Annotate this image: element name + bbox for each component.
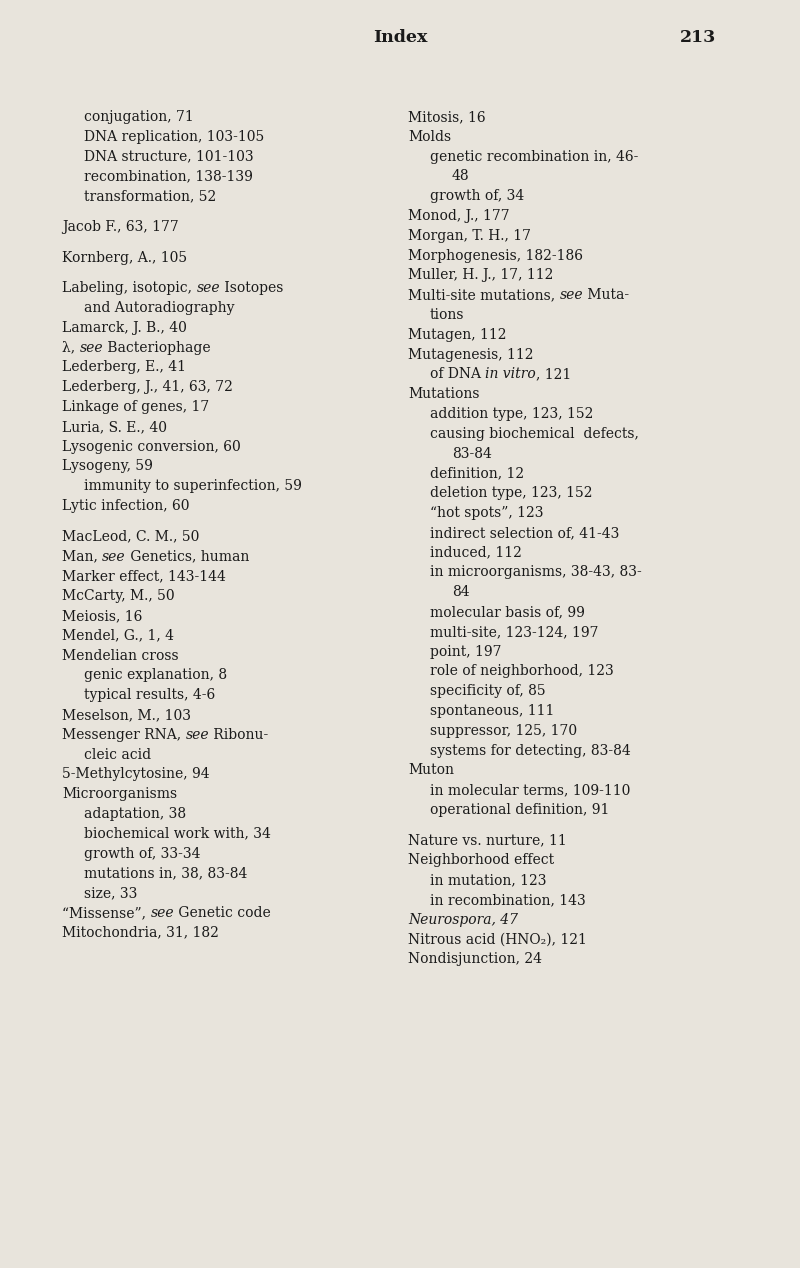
Text: Mutagen, 112: Mutagen, 112	[408, 328, 506, 342]
Text: ​and Autoradiography: ​and Autoradiography	[84, 301, 234, 314]
Text: Neighborhood effect: Neighborhood effect	[408, 853, 554, 867]
Text: see: see	[186, 728, 209, 742]
Text: operational definition, 91: operational definition, 91	[430, 803, 610, 817]
Text: Messenger RNA,: Messenger RNA,	[62, 728, 186, 742]
Text: induced, 112: induced, 112	[430, 545, 522, 559]
Text: role of neighborhood, 123: role of neighborhood, 123	[430, 664, 614, 678]
Text: suppressor, 125, 170: suppressor, 125, 170	[430, 724, 577, 738]
Text: see: see	[150, 905, 174, 921]
Text: adaptation, 38: adaptation, 38	[84, 806, 186, 820]
Text: in vitro: in vitro	[486, 368, 536, 382]
Text: “hot spots”, 123: “hot spots”, 123	[430, 506, 543, 520]
Text: cleic acid: cleic acid	[84, 748, 151, 762]
Text: of DNA: of DNA	[430, 368, 486, 382]
Text: 5-Methylcytosine, 94: 5-Methylcytosine, 94	[62, 767, 210, 781]
Text: Monod, J., 177: Monod, J., 177	[408, 209, 510, 223]
Text: in molecular terms, 109-110: in molecular terms, 109-110	[430, 784, 630, 798]
Text: mutations in, 38, 83-84: mutations in, 38, 83-84	[84, 866, 247, 880]
Text: Jacob F., 63, 177: Jacob F., 63, 177	[62, 219, 178, 233]
Text: systems for detecting, 83-84: systems for detecting, 83-84	[430, 743, 630, 757]
Text: Luria, S. E., 40: Luria, S. E., 40	[62, 420, 167, 434]
Text: in recombination, 143: in recombination, 143	[430, 893, 586, 907]
Text: Muta-: Muta-	[583, 288, 630, 302]
Text: Morphogenesis, 182-186: Morphogenesis, 182-186	[408, 249, 583, 262]
Text: Marker effect, 143-144: Marker effect, 143-144	[62, 569, 226, 583]
Text: typical results, 4-6: typical results, 4-6	[84, 689, 215, 702]
Text: genic explanation, 8: genic explanation, 8	[84, 668, 227, 682]
Text: Muller, H. J., 17, 112: Muller, H. J., 17, 112	[408, 269, 554, 283]
Text: 83-84: 83-84	[452, 446, 492, 460]
Text: MacLeod, C. M., 50: MacLeod, C. M., 50	[62, 530, 199, 544]
Text: immunity to superinfection, 59: immunity to superinfection, 59	[84, 479, 302, 493]
Text: indirect selection of, 41-43: indirect selection of, 41-43	[430, 526, 619, 540]
Text: Muton: Muton	[408, 763, 454, 777]
Text: 84: 84	[452, 586, 470, 600]
Text: biochemical work with, 34: biochemical work with, 34	[84, 827, 271, 841]
Text: Meselson, M., 103: Meselson, M., 103	[62, 708, 191, 721]
Text: 213: 213	[680, 29, 716, 46]
Text: Mendelian cross: Mendelian cross	[62, 648, 178, 663]
Text: Neurospora, 47: Neurospora, 47	[408, 913, 518, 927]
Text: Mitochondria, 31, 182: Mitochondria, 31, 182	[62, 926, 219, 940]
Text: Linkage of genes, 17: Linkage of genes, 17	[62, 401, 210, 415]
Text: Lysogeny, 59: Lysogeny, 59	[62, 459, 153, 473]
Text: Man,: Man,	[62, 549, 102, 563]
Text: tions: tions	[430, 308, 465, 322]
Text: Genetic code: Genetic code	[174, 905, 270, 921]
Text: Bacteriophage: Bacteriophage	[103, 341, 210, 355]
Text: Multi-site mutations,: Multi-site mutations,	[408, 288, 559, 302]
Text: Isotopes: Isotopes	[220, 281, 283, 295]
Text: recombination, 138-139: recombination, 138-139	[84, 170, 253, 184]
Text: 48: 48	[452, 170, 470, 184]
Text: Mendel, G., 1, 4: Mendel, G., 1, 4	[62, 629, 174, 643]
Text: DNA replication, 103-105: DNA replication, 103-105	[84, 129, 264, 143]
Text: multi-site, 123-124, 197: multi-site, 123-124, 197	[430, 625, 598, 639]
Text: addition type, 123, 152: addition type, 123, 152	[430, 407, 594, 421]
Text: Nature vs. nurture, 11: Nature vs. nurture, 11	[408, 833, 566, 848]
Text: “Missense”,: “Missense”,	[62, 905, 150, 921]
Text: Lamarck, J. B., 40: Lamarck, J. B., 40	[62, 321, 187, 335]
Text: in microorganisms, 38-43, 83-: in microorganisms, 38-43, 83-	[430, 566, 642, 579]
Text: molecular basis of, 99: molecular basis of, 99	[430, 605, 585, 619]
Text: Microorganisms: Microorganisms	[62, 787, 177, 801]
Text: McCarty, M., 50: McCarty, M., 50	[62, 590, 174, 604]
Text: size, 33: size, 33	[84, 886, 138, 900]
Text: Molds: Molds	[408, 129, 451, 143]
Text: see: see	[196, 281, 220, 295]
Text: Lederberg, J., 41, 63, 72: Lederberg, J., 41, 63, 72	[62, 380, 233, 394]
Text: definition, 12: definition, 12	[430, 467, 524, 481]
Text: Mutations: Mutations	[408, 387, 479, 401]
Text: Lederberg, E., 41: Lederberg, E., 41	[62, 360, 186, 374]
Text: Ribonu-: Ribonu-	[209, 728, 268, 742]
Text: λ,: λ,	[62, 341, 79, 355]
Text: growth of, 34: growth of, 34	[430, 189, 524, 203]
Text: Index: Index	[373, 29, 427, 46]
Text: point, 197: point, 197	[430, 644, 502, 658]
Text: DNA structure, 101-103: DNA structure, 101-103	[84, 150, 254, 164]
Text: Mutagenesis, 112: Mutagenesis, 112	[408, 347, 534, 361]
Text: Genetics, human: Genetics, human	[126, 549, 250, 563]
Text: Meiosis, 16: Meiosis, 16	[62, 609, 142, 623]
Text: in mutation, 123: in mutation, 123	[430, 874, 546, 888]
Text: Lysogenic conversion, 60: Lysogenic conversion, 60	[62, 440, 241, 454]
Text: conjugation, 71: conjugation, 71	[84, 110, 194, 124]
Text: causing biochemical  defects,: causing biochemical defects,	[430, 427, 639, 441]
Text: Morgan, T. H., 17: Morgan, T. H., 17	[408, 228, 531, 242]
Text: see: see	[559, 288, 583, 302]
Text: Nondisjunction, 24: Nondisjunction, 24	[408, 952, 542, 966]
Text: spontaneous, 111: spontaneous, 111	[430, 704, 554, 718]
Text: Labeling, isotopic,: Labeling, isotopic,	[62, 281, 196, 295]
Text: , 121: , 121	[536, 368, 571, 382]
Text: Mitosis, 16: Mitosis, 16	[408, 110, 486, 124]
Text: specificity of, 85: specificity of, 85	[430, 685, 546, 699]
Text: deletion type, 123, 152: deletion type, 123, 152	[430, 486, 593, 500]
Text: genetic recombination in, 46-: genetic recombination in, 46-	[430, 150, 638, 164]
Text: growth of, 33-34: growth of, 33-34	[84, 847, 201, 861]
Text: see: see	[102, 549, 126, 563]
Text: Nitrous acid (HNO₂), 121: Nitrous acid (HNO₂), 121	[408, 933, 587, 947]
Text: Kornberg, A., 105: Kornberg, A., 105	[62, 251, 187, 265]
Text: see: see	[79, 341, 103, 355]
Text: Lytic infection, 60: Lytic infection, 60	[62, 500, 190, 514]
Text: transformation, 52: transformation, 52	[84, 189, 216, 203]
